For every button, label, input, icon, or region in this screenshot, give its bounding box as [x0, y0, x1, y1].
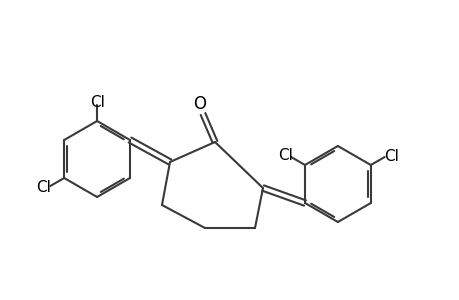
Text: Cl: Cl — [90, 94, 104, 110]
Text: Cl: Cl — [278, 148, 293, 163]
Text: O: O — [193, 95, 206, 113]
Text: Cl: Cl — [383, 148, 398, 164]
Text: Cl: Cl — [36, 179, 51, 194]
